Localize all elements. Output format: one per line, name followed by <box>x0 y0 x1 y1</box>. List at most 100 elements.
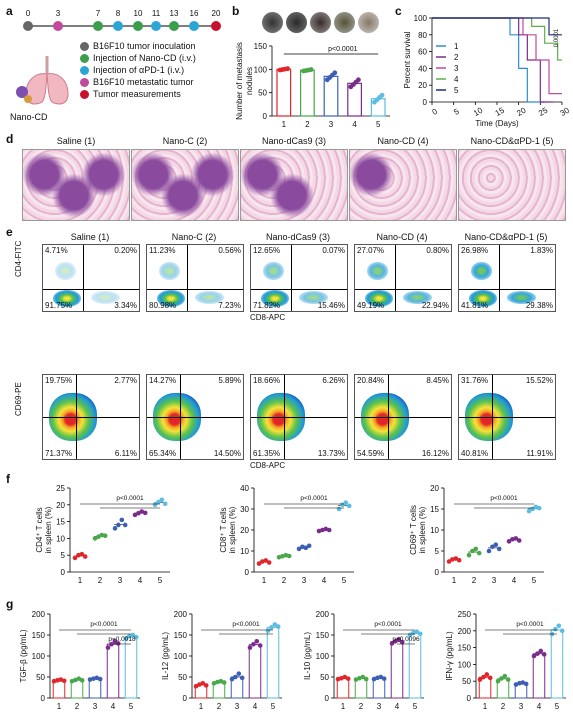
data-point <box>506 539 512 544</box>
data-point <box>296 546 302 552</box>
quadrant-percent: 71.37% <box>45 449 73 458</box>
x-tick-label: 4 <box>138 576 143 585</box>
quadrant-percent: 1.83% <box>530 246 553 255</box>
data-point <box>332 70 338 76</box>
density-cluster <box>260 289 290 308</box>
data-point <box>453 556 459 561</box>
quadrant-percent: 12.65% <box>253 246 281 255</box>
bar <box>88 678 102 699</box>
quadrant-percent: 40.81% <box>461 449 489 458</box>
data-point <box>481 674 486 680</box>
y-axis-title: nodules <box>245 67 254 95</box>
x-axis-title: Time (Days) <box>475 119 519 128</box>
bar <box>336 677 350 699</box>
data-point <box>272 622 278 627</box>
legend-label: Injection of αPD-1 (i.v.) <box>93 65 185 75</box>
data-point <box>115 641 121 646</box>
x-tick-label: 4 <box>253 702 258 711</box>
panel-a-label: a <box>6 4 13 18</box>
y-tick-label: 150 <box>458 644 472 653</box>
x-tick-label: 1 <box>483 702 488 711</box>
quadrant-line <box>291 245 293 311</box>
timeline-day-label: 0 <box>26 9 31 18</box>
y-tick-label: 250 <box>458 610 472 619</box>
y-tick-label: 10 <box>240 547 249 556</box>
y-tick-label: 40 <box>418 64 427 73</box>
y-tick-label: 50 <box>258 89 267 98</box>
legend-item: B16F10 tumor inoculation <box>80 40 230 52</box>
chart-ifng: 0 50 100 150 200 250 IFN-γ (pg/mL) 1 2 3 4 5 p<0.000… <box>445 610 566 711</box>
chart-il12: 0 50 100 150 200 IL-12 (pg/mL) 1 2 3 4 5 p<0.0001 <box>161 610 282 711</box>
quadrant-percent: 0.80% <box>426 246 449 255</box>
data-point <box>490 544 495 550</box>
x-tick-label: 4 <box>512 576 517 585</box>
density-cluster <box>256 393 305 441</box>
data-point <box>493 542 499 547</box>
timeline-day-label: 13 <box>170 9 179 18</box>
panel-c-label: c <box>395 4 402 18</box>
quadrant-line <box>251 417 347 418</box>
y-tick-label: 50 <box>178 673 187 682</box>
quadrant-percent: 61.35% <box>253 449 281 458</box>
data-point <box>306 543 312 549</box>
histology-image <box>131 149 239 221</box>
quadrant-percent: 15.46% <box>317 301 345 310</box>
flow-plot: 19.75% 2.77% 71.37% 6.11% <box>42 374 140 460</box>
y-tick-label: 0 <box>245 568 250 577</box>
data-point <box>109 641 114 647</box>
x-tick-label: 3 <box>377 702 382 711</box>
data-point <box>79 678 85 683</box>
quadrant-percent: 7.23% <box>218 301 241 310</box>
data-point <box>79 551 85 557</box>
x-tick-label: 5 <box>129 702 134 711</box>
timeline-dot <box>169 21 179 31</box>
data-point <box>265 628 271 634</box>
panel-g-label: g <box>6 597 14 611</box>
x-tick-label: 4 <box>111 702 116 711</box>
x-tick-label: 5 <box>555 702 560 711</box>
y-axis-title: in spleen (%) <box>418 506 427 553</box>
quadrant-percent: 65.34% <box>149 449 177 458</box>
data-point <box>239 675 245 681</box>
bar <box>266 626 280 699</box>
timeline-day-label: 3 <box>56 9 61 18</box>
data-point <box>193 683 199 689</box>
density-cluster <box>262 261 284 280</box>
y-tick-label: 80 <box>418 31 427 40</box>
y-axis-title: Number of metastasis <box>235 42 244 120</box>
bar <box>323 75 339 117</box>
data-point <box>541 652 547 657</box>
data-point <box>159 497 165 503</box>
p-value-label: p<0.0001 <box>490 495 518 502</box>
data-point <box>538 648 544 654</box>
quadrant-percent: 14.50% <box>213 449 241 458</box>
quadrant-line <box>459 417 555 418</box>
y-tick-label: 100 <box>316 652 330 661</box>
chart-cd4: 0 5 10 15 20 25 CD4⁺ T cells in spleen (%) 1 2 3 4 5… <box>35 484 170 585</box>
data-point <box>200 681 206 686</box>
data-point <box>275 624 281 629</box>
bar <box>276 68 292 117</box>
quadrant-line <box>147 288 243 290</box>
y-tick-label: 20 <box>418 81 427 90</box>
legend-item: Injection of αPD-1 (i.v.) <box>80 64 230 76</box>
flow-x-axis-title: CD8-APC <box>250 461 286 470</box>
x-tick-label: 1 <box>57 702 62 711</box>
x-tick-label: 2 <box>217 702 222 711</box>
y-axis-title: TGF-β (pg/mL) <box>19 629 28 682</box>
x-tick-label: 2 <box>501 702 506 711</box>
data-point <box>381 676 387 681</box>
legend-item: B16F10 metastatic tumor <box>80 76 230 88</box>
y-tick-label: 20 <box>56 501 65 510</box>
data-point <box>142 510 148 516</box>
data-point <box>308 67 314 72</box>
density-cluster <box>54 261 76 280</box>
x-tick-label: 3 <box>329 120 334 129</box>
timeline-day-label: 20 <box>212 9 221 18</box>
bar <box>299 69 315 117</box>
data-point <box>476 550 482 556</box>
p-value-label: p<0.0001 <box>232 621 260 628</box>
x-tick-label: 4 <box>537 702 542 711</box>
y-tick-label: 60 <box>418 48 427 57</box>
